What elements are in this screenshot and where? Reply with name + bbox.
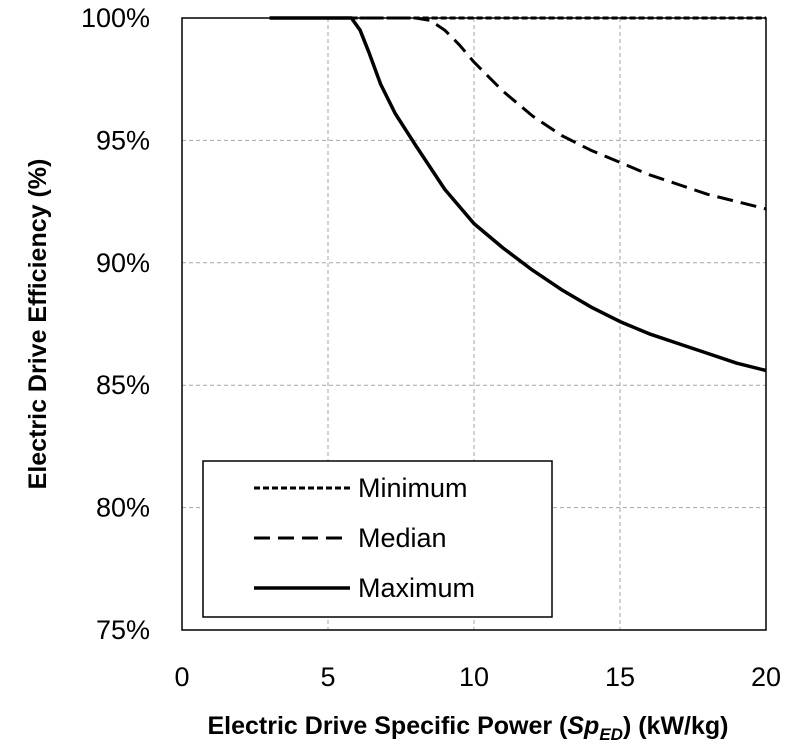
y-axis-tick-labels: 75% 80% 85% 90% 95% 100% [81,3,150,645]
legend-label-maximum: Maximum [358,573,475,603]
series-line-median [269,16,767,211]
y-tick-label: 95% [96,125,150,155]
y-tick-label: 90% [96,248,150,278]
y-tick-label: 100% [81,3,150,33]
legend: Minimum Median Maximum [202,460,553,618]
x-tick-label: 15 [605,662,635,692]
series-line-maximum [269,16,767,373]
legend-items: Minimum Median Maximum [254,473,475,603]
series-lines [269,16,767,373]
x-tick-label: 0 [174,662,189,692]
gridlines [182,18,766,630]
x-axis-title-symbol: Sp [567,712,599,740]
y-tick-label: 75% [96,615,150,645]
y-axis-title: Electric Drive Efficiency (%) [24,159,52,490]
y-tick-label: 85% [96,370,150,400]
x-axis-title-subscript: ED [599,725,623,744]
x-axis-title-prefix: Electric Drive Specific Power ( [207,712,568,740]
x-tick-label: 10 [459,662,489,692]
legend-label-minimum: Minimum [358,473,468,503]
y-tick-label: 80% [96,493,150,523]
x-tick-label: 20 [751,662,781,692]
plot-area-frame [181,17,767,631]
x-tick-label: 5 [320,662,335,692]
x-axis-tick-labels: 0 5 10 15 20 [174,662,781,692]
legend-label-median: Median [358,523,447,553]
x-axis-title-suffix: ) (kW/kg) [623,712,729,740]
x-axis-title: Electric Drive Specific Power (SpED) (kW… [207,712,728,744]
